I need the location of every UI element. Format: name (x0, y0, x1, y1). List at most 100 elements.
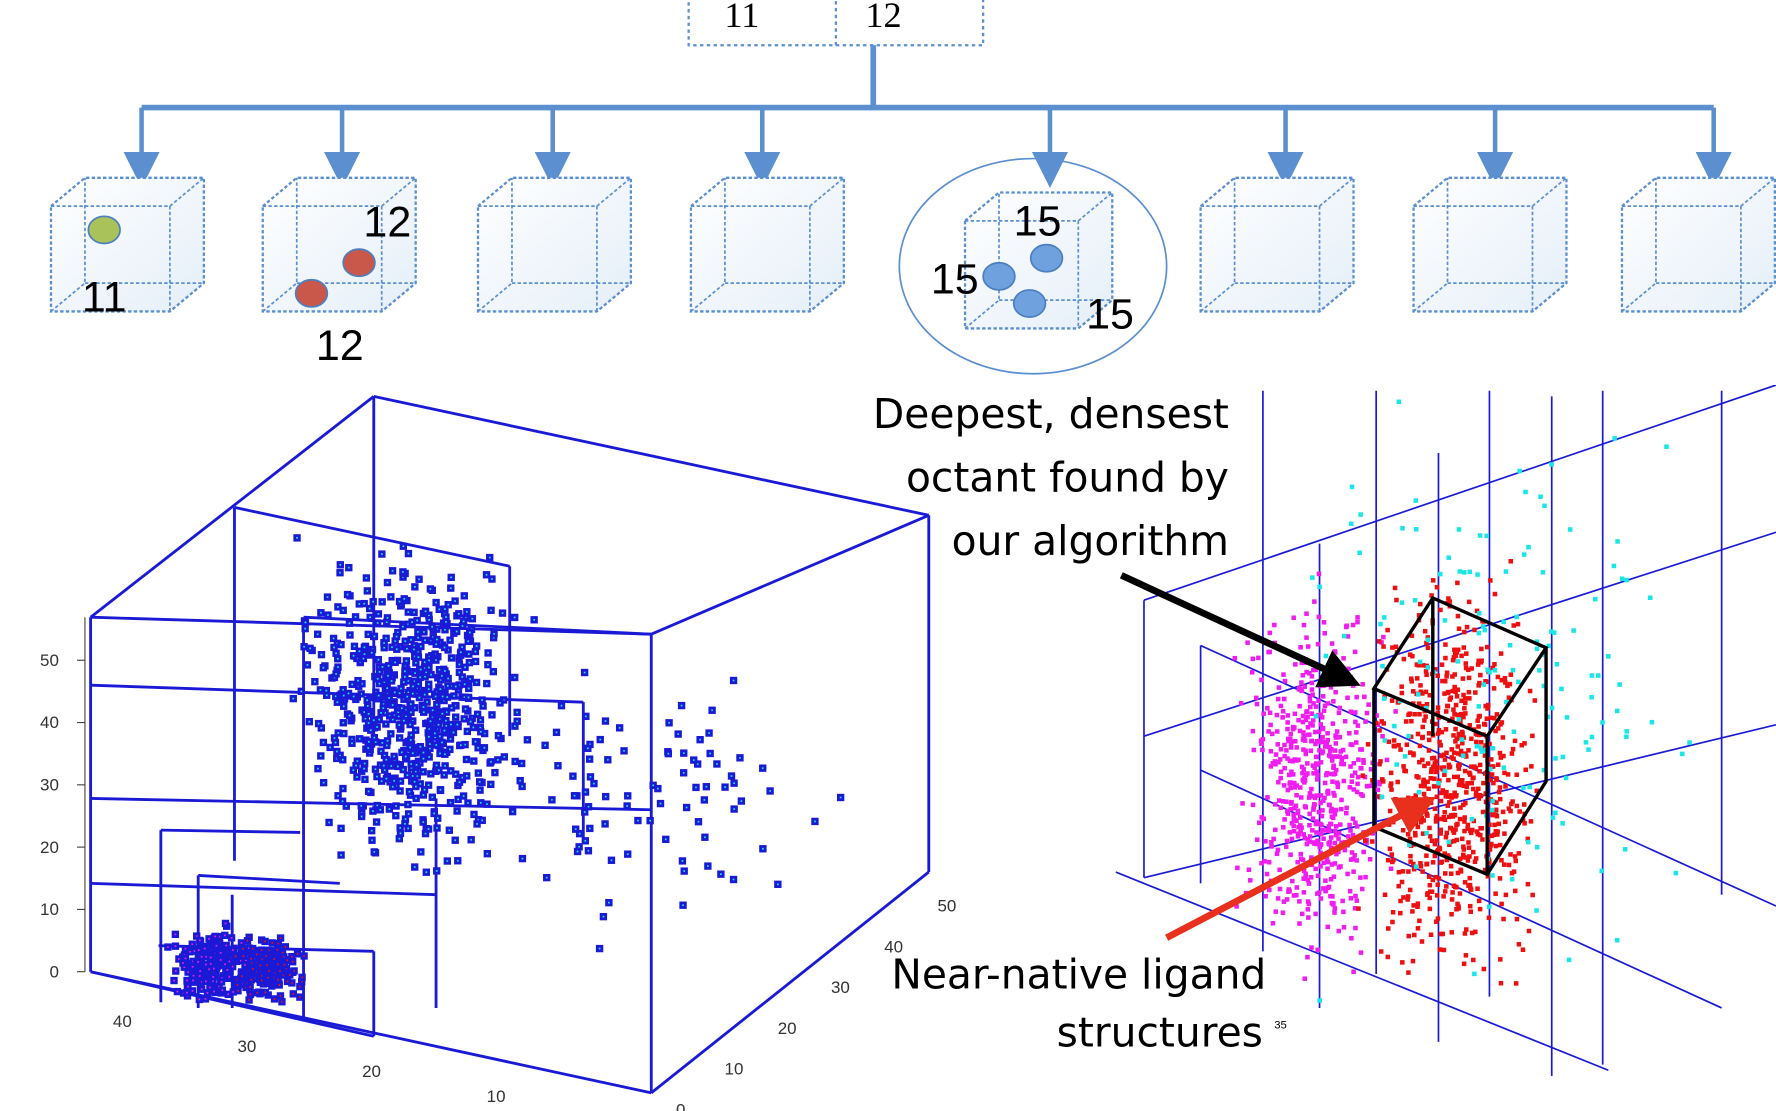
scatter-point (1358, 875, 1363, 880)
scatter-point (258, 963, 263, 968)
scatter-point (421, 820, 426, 825)
scatter-point (1392, 744, 1397, 749)
scatter-point (1624, 729, 1629, 734)
scatter-point (1487, 916, 1492, 921)
scatter-point (1439, 817, 1444, 822)
scatter-point (371, 809, 376, 814)
scatter-point (1398, 911, 1403, 916)
scatter-point (367, 739, 372, 744)
scatter-point (484, 572, 489, 577)
scatter-point (1424, 862, 1429, 867)
scatter-point (316, 766, 321, 771)
scatter-point (1265, 795, 1270, 800)
scatter-point (1273, 802, 1278, 807)
scatter-point (1495, 814, 1500, 819)
scatter-point (363, 777, 368, 782)
scatter-point (1299, 852, 1304, 857)
scatter-point (1355, 898, 1360, 903)
scatter-point (1462, 962, 1467, 967)
scatter-point (1317, 572, 1322, 577)
scatter-point (1299, 857, 1304, 862)
scatter-point (457, 662, 462, 667)
scatter-point (1586, 747, 1591, 752)
scatter-point (366, 632, 371, 637)
scatter-point (384, 636, 389, 641)
scatter-point (299, 689, 304, 694)
scatter-point (1551, 815, 1556, 820)
scatter-point (550, 798, 555, 803)
scatter-point (1476, 683, 1481, 688)
scatter-point (303, 626, 308, 631)
scatter-point (400, 706, 405, 711)
scatter-point (1449, 871, 1454, 876)
scatter-point (1315, 755, 1320, 760)
scatter-point (708, 751, 713, 756)
scatter-point (1360, 793, 1365, 798)
scatter-point (219, 980, 224, 985)
scatter-point (448, 586, 453, 591)
scatter-point (1314, 704, 1319, 709)
scatter-point (1590, 673, 1595, 678)
scatter-point (513, 724, 518, 729)
scatter-point (197, 948, 202, 953)
scatter-point (1330, 758, 1335, 763)
scatter-point (414, 661, 419, 666)
scatter-point (583, 839, 588, 844)
scatter-point (249, 956, 254, 961)
scatter-point (1266, 729, 1271, 734)
scatter-point (1326, 841, 1331, 846)
scatter-point (1278, 805, 1283, 810)
scatter-point (1443, 618, 1448, 623)
scatter-point (1363, 875, 1368, 880)
scatter-point (1489, 757, 1494, 762)
scatter-point (1455, 694, 1460, 699)
scatter-point (341, 786, 346, 791)
scatter-point (1404, 719, 1409, 724)
scatter-point (411, 691, 416, 696)
scatter-point (341, 704, 346, 709)
scatter-point (1468, 883, 1473, 888)
scatter-point (1459, 654, 1464, 659)
scatter-point (476, 771, 481, 776)
scatter-point (248, 985, 253, 990)
scatter-point (1468, 909, 1473, 914)
scatter-point (393, 660, 398, 665)
scatter-point (1473, 859, 1478, 864)
scatter-point (1406, 894, 1411, 899)
scatter-point (1271, 761, 1276, 766)
scatter-point (1298, 815, 1303, 820)
scatter-point (1316, 874, 1321, 879)
scatter-point (1325, 740, 1330, 745)
scatter-point (339, 826, 344, 831)
scatter-point (1449, 930, 1454, 935)
scatter-point (342, 731, 347, 736)
scatter-point (1509, 672, 1514, 677)
annotation: our algorithm (952, 517, 1229, 565)
scatter-point (197, 997, 202, 1002)
scatter-point (283, 945, 288, 950)
scatter-point (412, 647, 417, 652)
scatter-point (1615, 938, 1620, 943)
scatter-point (449, 656, 454, 661)
scatter-point (1352, 761, 1357, 766)
scatter-point (1353, 926, 1358, 931)
scatter-point (1521, 786, 1526, 791)
scatter-point (355, 775, 360, 780)
scatter-point (434, 600, 439, 605)
scatter-point (397, 736, 402, 741)
scatter-point (408, 745, 413, 750)
scatter-point (1350, 485, 1355, 490)
scatter-point (1502, 765, 1507, 770)
scatter-point (1326, 860, 1331, 865)
scatter-point (1345, 872, 1350, 877)
scatter-point (1296, 718, 1301, 723)
scatter-point (1465, 625, 1470, 630)
scatter-point (1315, 842, 1320, 847)
scatter-point (1306, 907, 1311, 912)
scatter-point (648, 818, 653, 823)
scatter-point (272, 997, 277, 1002)
scatter-point (1350, 774, 1355, 779)
scatter-point (1519, 743, 1524, 748)
octant-edge (198, 875, 340, 883)
scatter-point (426, 827, 431, 832)
